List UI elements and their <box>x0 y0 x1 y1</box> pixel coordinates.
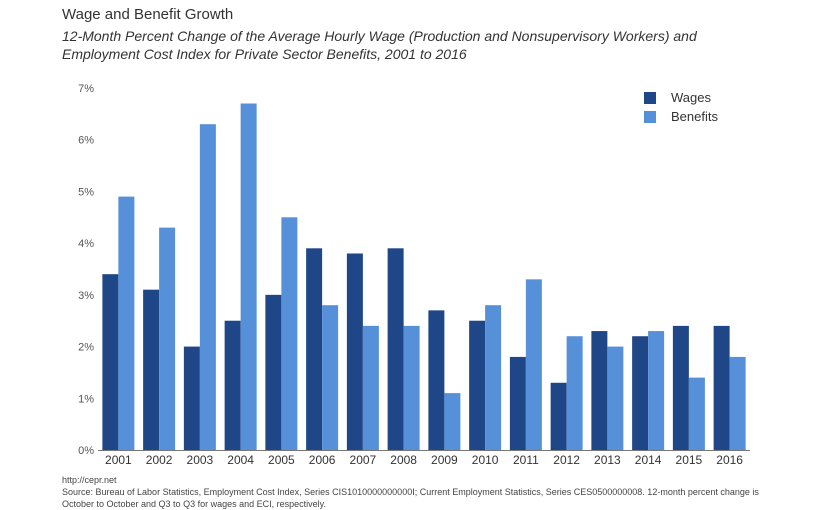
bar-wages-2003 <box>183 346 200 450</box>
bar-wages-2016 <box>713 325 730 450</box>
bar-benefits-2003 <box>199 124 216 450</box>
y-tick-label: 7% <box>78 83 94 95</box>
y-tick-label: 2% <box>78 342 94 354</box>
x-tick-label: 2016 <box>716 453 743 467</box>
bar-wages-2001 <box>102 274 119 450</box>
x-tick-label: 2008 <box>390 453 417 467</box>
bar-wages-2007 <box>346 253 363 450</box>
legend-swatch-benefits <box>644 111 656 123</box>
bar-wages-2006 <box>306 248 323 450</box>
x-tick-label: 2012 <box>553 453 580 467</box>
legend-swatch-wages <box>644 92 656 104</box>
bar-benefits-2012 <box>566 336 583 450</box>
legend-label-benefits: Benefits <box>671 109 718 124</box>
bar-benefits-2001 <box>118 196 135 450</box>
bar-benefits-2005 <box>281 217 298 450</box>
bar-benefits-2006 <box>322 305 339 450</box>
x-tick-label: 2007 <box>350 453 377 467</box>
bar-wages-2002 <box>143 289 160 450</box>
x-tick-label: 2011 <box>513 453 539 467</box>
bar-wages-2013 <box>591 331 608 450</box>
x-tick-label: 2004 <box>227 453 254 467</box>
bar-benefits-2004 <box>240 103 257 450</box>
bar-wages-2008 <box>387 248 404 450</box>
bar-wages-2010 <box>469 320 486 450</box>
x-tick-label: 2013 <box>594 453 621 467</box>
bar-benefits-2007 <box>362 325 379 450</box>
bar-benefits-2013 <box>607 346 624 450</box>
source-url: http://cepr.net <box>62 475 117 485</box>
x-tick-label: 2009 <box>431 453 458 467</box>
bar-benefits-2014 <box>648 331 665 450</box>
y-tick-label: 4% <box>78 238 94 250</box>
y-tick-label: 0% <box>78 445 94 457</box>
x-tick-label: 2005 <box>268 453 295 467</box>
y-tick-label: 1% <box>78 393 94 405</box>
bar-wages-2005 <box>265 294 282 450</box>
bar-benefits-2011 <box>525 279 542 450</box>
x-tick-label: 2006 <box>309 453 336 467</box>
y-tick-label: 5% <box>78 186 94 198</box>
x-tick-label: 2014 <box>635 453 662 467</box>
bar-wages-2009 <box>428 310 445 450</box>
x-tick-label: 2003 <box>187 453 214 467</box>
chart-subtitle: 12-Month Percent Change of the Average H… <box>62 28 697 62</box>
x-tick-label: 2002 <box>146 453 173 467</box>
chart-title: Wage and Benefit Growth <box>62 6 234 23</box>
legend-label-wages: Wages <box>671 90 711 105</box>
bar-benefits-2002 <box>159 227 176 450</box>
y-tick-label: 3% <box>78 290 94 302</box>
bar-benefits-2016 <box>729 356 746 450</box>
y-tick-label: 6% <box>78 135 94 147</box>
bar-wages-2012 <box>550 382 567 450</box>
bar-benefits-2009 <box>444 393 461 450</box>
bar-benefits-2015 <box>688 377 705 450</box>
x-tick-label: 2010 <box>472 453 499 467</box>
bar-wages-2014 <box>632 336 649 450</box>
x-tick-label: 2001 <box>105 453 132 467</box>
bar-wages-2004 <box>224 320 241 450</box>
bar-benefits-2008 <box>403 325 420 450</box>
source-note: Source: Bureau of Labor Statistics, Empl… <box>62 487 759 509</box>
bar-wages-2015 <box>672 325 689 450</box>
x-tick-label: 2015 <box>676 453 703 467</box>
bar-benefits-2010 <box>485 305 502 450</box>
bar-wages-2011 <box>509 356 526 450</box>
